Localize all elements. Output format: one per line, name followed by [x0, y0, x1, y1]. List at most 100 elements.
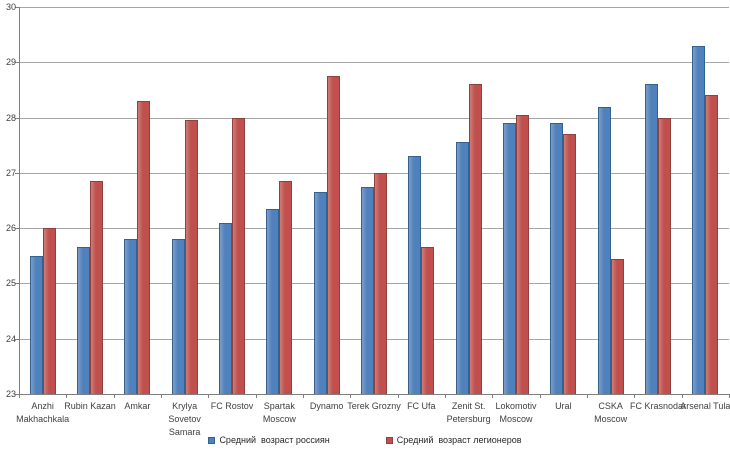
x-axis-label-line: Terek Grozny	[347, 401, 401, 411]
x-axis-tick	[19, 395, 20, 398]
bar-legionnaires	[468, 84, 482, 394]
x-axis-label-line: FC Rostov	[210, 401, 254, 411]
bar-legionnaires	[610, 258, 624, 394]
x-axis-label: Terek Grozny	[340, 400, 407, 413]
x-axis-label-line: Arsenal Tula	[680, 401, 730, 411]
y-axis-tick	[15, 338, 19, 340]
bar-legionnaires	[658, 117, 671, 394]
x-axis-label: FC Rostov	[198, 400, 265, 413]
bar-legionnaires	[326, 76, 340, 394]
x-axis-tick	[587, 395, 588, 398]
bar-legionnaires	[232, 117, 245, 394]
x-axis-label: Amkar	[104, 400, 171, 413]
legend: Средний возраст россиян Средний возраст …	[0, 435, 730, 445]
x-axis-line	[19, 394, 730, 395]
x-axis-tick	[113, 395, 115, 398]
x-axis-tick	[681, 395, 683, 398]
bar-legionnaires	[90, 181, 103, 394]
x-axis-label: Ural	[530, 400, 597, 413]
y-axis-tick	[15, 7, 19, 8]
x-axis-label: Arsenal Tula	[672, 400, 730, 413]
x-axis-label: Lokomotiv Moscow	[482, 400, 549, 426]
x-axis-tick	[492, 395, 494, 398]
x-axis-label: FC Ufa	[388, 400, 455, 413]
y-axis-line	[19, 7, 20, 394]
bar-legionnaires	[516, 114, 529, 394]
bar-russians	[503, 123, 516, 394]
x-axis-label-line: Moscow	[262, 414, 296, 424]
y-axis-tick	[15, 228, 19, 230]
x-axis-label: Dynamo	[293, 400, 360, 413]
y-axis-label: 26	[5, 223, 16, 234]
bar-legionnaires	[374, 172, 387, 394]
x-axis-label-line: Moscow	[499, 414, 533, 424]
legend-item-legionnaires: Средний возраст легионеров	[385, 435, 522, 445]
bar-russians	[408, 156, 422, 394]
bar-russians	[692, 45, 706, 394]
x-axis-label: Krylya Sovetov Samara	[151, 400, 218, 439]
x-axis-label-line: Makhachkala	[16, 414, 70, 424]
x-axis-label-line: Sovetov	[168, 414, 201, 424]
bar-russians	[219, 222, 232, 394]
y-axis-tick	[15, 172, 19, 174]
bar-russians	[361, 186, 374, 394]
x-axis-label-line: Anzhi	[31, 401, 54, 411]
x-axis-tick	[66, 395, 68, 398]
y-axis-tick	[15, 117, 19, 119]
x-axis-label-line: Dynamo	[309, 401, 344, 411]
legend-label-legionnaires: Средний возраст легионеров	[396, 435, 522, 445]
x-axis-label-line: Petersburg	[446, 414, 491, 424]
bar-legionnaires	[137, 100, 151, 394]
x-axis-label: Spartak Moscow	[246, 400, 313, 426]
x-axis-tick	[350, 395, 352, 398]
x-axis-tick	[303, 395, 304, 398]
x-axis-label-line: Ural	[555, 401, 572, 411]
x-axis-label-line: FC Krasnodar	[629, 401, 686, 411]
x-axis-label-line: Krylya	[172, 401, 198, 411]
y-axis-label: 27	[5, 167, 16, 178]
x-axis-label: Anzhi Makhachkala	[9, 400, 76, 426]
y-axis-tick	[15, 283, 19, 285]
bar-legionnaires	[563, 134, 577, 394]
bar-russians	[645, 84, 658, 394]
y-axis-label: 24	[5, 333, 16, 344]
x-axis-tick	[397, 395, 399, 398]
bar-russians	[171, 239, 185, 394]
x-axis-tick	[634, 395, 636, 398]
bar-legionnaires	[705, 95, 719, 394]
x-axis-label-line: CSKA	[598, 401, 623, 411]
x-axis-tick	[255, 395, 257, 398]
x-axis-tick	[539, 395, 541, 398]
bar-russians	[124, 239, 138, 394]
legend-swatch-russians-icon	[208, 436, 216, 444]
x-axis-label: Zenit St. Petersburg	[435, 400, 502, 426]
x-axis-tick	[161, 395, 162, 398]
x-axis-label: CSKA Moscow	[577, 400, 644, 426]
bar-russians	[266, 208, 280, 394]
bar-russians	[550, 123, 564, 394]
legend-swatch-legionnaires-icon	[385, 436, 393, 444]
x-axis-label-line: Amkar	[124, 401, 151, 411]
bar-russians	[77, 247, 90, 394]
bar-russians	[313, 192, 327, 394]
legend-label-russians: Средний возраст россиян	[219, 435, 330, 445]
y-axis-label: 29	[5, 57, 16, 68]
bar-legionnaires	[184, 120, 198, 394]
y-axis-tick	[15, 62, 19, 64]
x-axis-label-line: Samara	[168, 427, 201, 437]
gridline	[19, 62, 729, 64]
x-axis-label-line: Moscow	[594, 414, 628, 424]
y-axis-label: 25	[5, 278, 16, 289]
gridline	[19, 7, 729, 8]
legend-item-russians: Средний возраст россиян	[208, 435, 330, 445]
x-axis-label-line: Spartak	[263, 401, 295, 411]
bar-legionnaires	[279, 181, 293, 394]
x-axis-tick	[208, 395, 210, 398]
x-axis-label-line: Zenit St.	[451, 401, 486, 411]
x-axis-label: FC Krasnodar	[624, 400, 691, 413]
bar-legionnaires	[421, 247, 435, 394]
y-axis-label: 23	[5, 389, 16, 399]
bar-legionnaires	[42, 228, 56, 394]
